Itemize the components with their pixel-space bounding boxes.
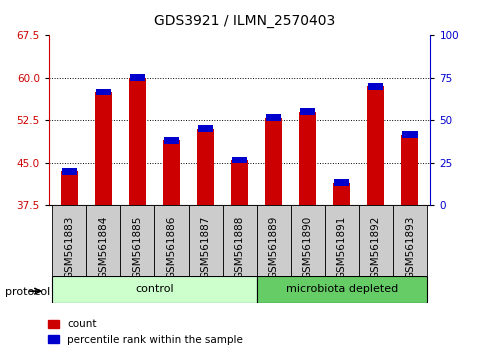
Bar [231, 160, 247, 205]
Text: GSM561887: GSM561887 [200, 216, 210, 279]
Bar [366, 86, 384, 205]
Bar [231, 156, 247, 164]
Text: GSM561892: GSM561892 [370, 216, 380, 279]
Bar [401, 135, 418, 205]
Bar [188, 205, 222, 276]
Bar [61, 171, 78, 205]
Bar [367, 83, 383, 90]
Text: GSM561889: GSM561889 [268, 216, 278, 279]
Bar [256, 205, 290, 276]
Bar [264, 118, 282, 205]
Text: protocol: protocol [5, 287, 50, 297]
Bar [198, 125, 213, 132]
Legend: count, percentile rank within the sample: count, percentile rank within the sample [44, 315, 247, 349]
Bar [129, 74, 145, 81]
Bar [299, 112, 316, 205]
Text: GSM561893: GSM561893 [404, 216, 414, 279]
Bar [265, 114, 281, 121]
Text: control: control [135, 284, 173, 295]
Bar [86, 205, 120, 276]
Bar [96, 88, 111, 96]
Bar [154, 205, 188, 276]
Text: GSM561885: GSM561885 [132, 216, 142, 279]
Text: GSM561890: GSM561890 [302, 216, 312, 279]
Text: GSM561884: GSM561884 [98, 216, 108, 279]
Bar [300, 108, 315, 115]
Bar [333, 179, 349, 186]
Bar [392, 205, 426, 276]
Bar [61, 168, 77, 175]
Bar [222, 205, 256, 276]
Text: GSM561886: GSM561886 [166, 216, 176, 279]
Bar [120, 205, 154, 276]
Bar [358, 205, 392, 276]
Bar [197, 129, 214, 205]
Bar [163, 137, 179, 144]
Text: GDS3921 / ILMN_2570403: GDS3921 / ILMN_2570403 [154, 14, 334, 28]
Bar [52, 276, 256, 303]
Bar [256, 276, 426, 303]
Bar [95, 92, 112, 205]
Text: GSM561888: GSM561888 [234, 216, 244, 279]
Text: GSM561883: GSM561883 [64, 216, 74, 279]
Bar [333, 183, 349, 205]
Bar [324, 205, 358, 276]
Bar [402, 131, 417, 138]
Bar [129, 78, 145, 205]
Bar [163, 140, 180, 205]
Text: GSM561891: GSM561891 [336, 216, 346, 279]
Bar [290, 205, 324, 276]
Bar [52, 205, 86, 276]
Text: microbiota depleted: microbiota depleted [285, 284, 397, 295]
